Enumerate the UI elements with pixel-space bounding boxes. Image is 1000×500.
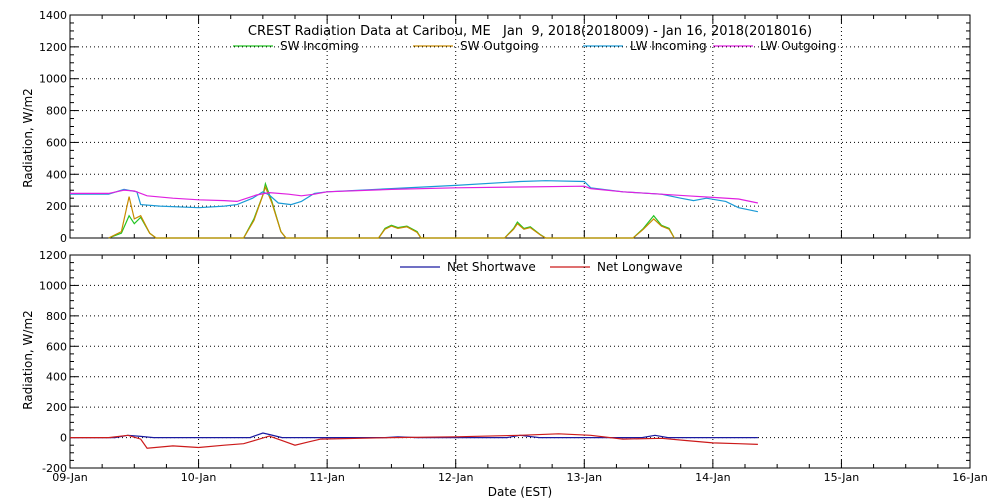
lower-panel-net-radiation: Radiation, W/m2 Net Shortwave Net Longwav… — [21, 249, 988, 484]
y-tick-label: 600 — [46, 136, 67, 149]
upper-legend: SW Incoming SW Outgoing LW Incoming LW Outg… — [233, 39, 837, 53]
y-tick-label: 800 — [46, 105, 67, 118]
legend-label-sw-outgoing: SW Outgoing — [460, 39, 539, 53]
series-line-sw-incoming — [108, 181, 675, 239]
series-line-sw-outgoing — [108, 185, 675, 239]
y-tick-label: 1200 — [39, 249, 67, 262]
legend-label-sw-incoming: SW Incoming — [280, 39, 359, 53]
x-tick-label: 11-Jan — [309, 471, 345, 484]
lower-legend: Net Shortwave Net Longwave — [400, 260, 683, 274]
x-tick-label: 10-Jan — [181, 471, 217, 484]
series-line-lw-outgoing — [70, 185, 759, 204]
y-tick-label: 200 — [46, 200, 67, 213]
y-tick-label: 600 — [46, 340, 67, 353]
y-tick-label: 200 — [46, 401, 67, 414]
chart-title: CREST Radiation Data at Caribou, ME Jan … — [248, 24, 812, 39]
legend-label-net-shortwave: Net Shortwave — [447, 260, 536, 274]
x-axis-label: Date (EST) — [488, 485, 552, 499]
y-tick-label: 400 — [46, 371, 67, 384]
plot-frame-1 — [69, 254, 971, 469]
lower-y-axis-label: Radiation, W/m2 — [21, 310, 35, 410]
y-tick-label: 400 — [46, 168, 67, 181]
legend-label-lw-incoming: LW Incoming — [630, 39, 707, 53]
y-tick-label: -200 — [42, 462, 67, 475]
x-tick-label: 12-Jan — [438, 471, 474, 484]
x-tick-label: 15-Jan — [824, 471, 860, 484]
y-tick-label: 1200 — [39, 41, 67, 54]
x-tick-label: 13-Jan — [567, 471, 603, 484]
upper-y-axis-label: Radiation, W/m2 — [21, 88, 35, 188]
series-line-net-longwave — [70, 433, 758, 449]
upper-panel-radiation: CREST Radiation Data at Caribou, ME Jan … — [21, 9, 971, 245]
y-tick-label: 0 — [60, 432, 67, 445]
y-tick-label: 800 — [46, 310, 67, 323]
x-tick-label: 09-Jan — [52, 471, 88, 484]
y-tick-label: 1000 — [39, 73, 67, 86]
series-line-lw-incoming — [70, 180, 759, 213]
y-tick-label: 1000 — [39, 279, 67, 292]
legend-label-lw-outgoing: LW Outgoing — [760, 39, 837, 53]
x-tick-label: 16-Jan — [952, 471, 988, 484]
y-tick-label: 0 — [60, 232, 67, 245]
x-tick-label: 14-Jan — [695, 471, 731, 484]
y-tick-label: 1400 — [39, 9, 67, 22]
legend-label-net-longwave: Net Longwave — [597, 260, 683, 274]
